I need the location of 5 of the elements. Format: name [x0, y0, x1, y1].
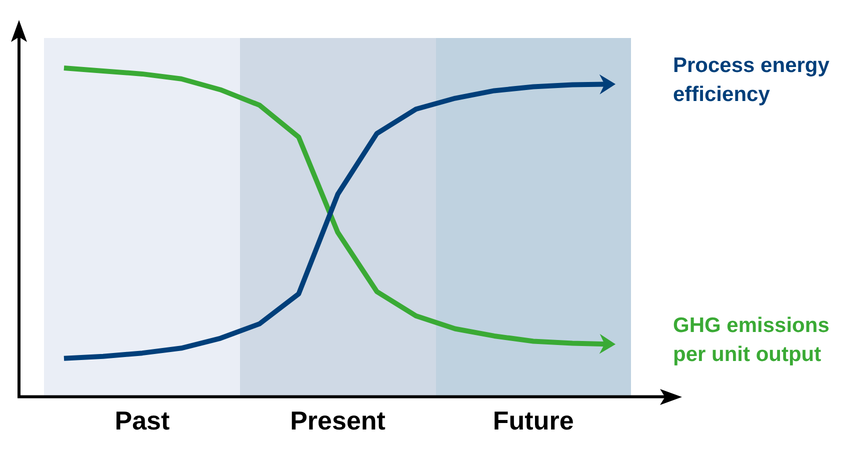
- x-tick-label: Future: [492, 406, 574, 436]
- text: Process energy efficiency: [673, 54, 830, 106]
- text: GHG emissions per unit output: [673, 314, 830, 366]
- x-tick-label: Past: [114, 406, 170, 436]
- x-tick-label: Present: [290, 406, 386, 436]
